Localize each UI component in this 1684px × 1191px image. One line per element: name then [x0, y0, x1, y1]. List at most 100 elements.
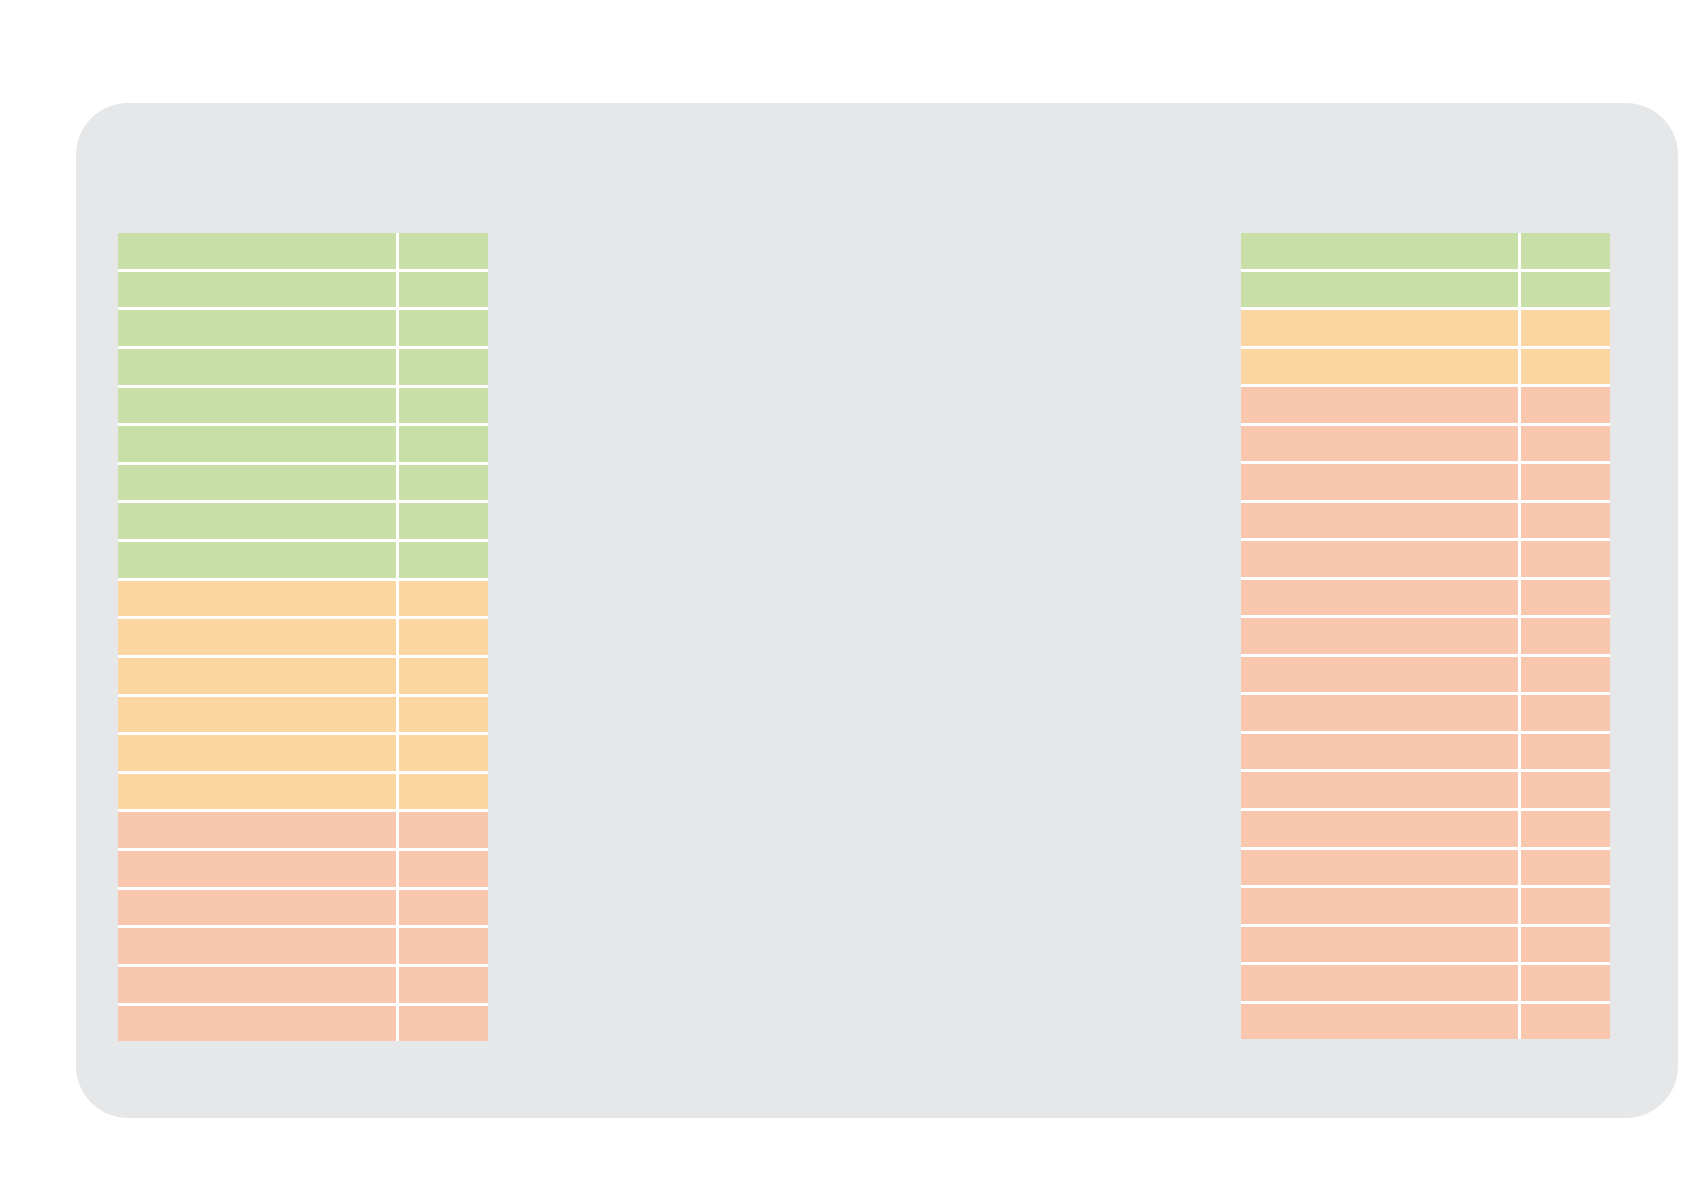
table-row — [118, 928, 488, 964]
table-cell — [1241, 849, 1518, 886]
table-row — [1241, 656, 1610, 693]
table-cell — [118, 696, 396, 733]
table-cell — [399, 773, 488, 810]
table-row — [118, 657, 488, 694]
table-row — [1241, 926, 1610, 963]
table-row — [118, 271, 488, 308]
table-cell — [1521, 579, 1610, 616]
table-row — [118, 773, 488, 810]
table-cell — [399, 1005, 488, 1042]
table-cell — [118, 966, 396, 1003]
table-cell — [399, 503, 488, 539]
table-row — [1241, 810, 1610, 847]
table-row — [1241, 1003, 1610, 1040]
table-cell — [118, 271, 396, 308]
table-row — [118, 735, 488, 771]
table-cell — [399, 889, 488, 926]
table-cell — [118, 348, 396, 385]
table-cell — [399, 426, 488, 462]
table-cell — [1241, 387, 1518, 423]
table-cell — [1521, 618, 1610, 654]
table-cell — [1521, 233, 1610, 269]
table-row — [118, 580, 488, 617]
table-cell — [1521, 965, 1610, 1001]
table-cell — [399, 271, 488, 308]
table-cell — [1521, 310, 1610, 346]
table-cell — [1521, 695, 1610, 731]
table-row — [1241, 387, 1610, 423]
table-cell — [118, 387, 396, 424]
table-row — [118, 310, 488, 346]
table-cell — [399, 542, 488, 578]
table-row — [1241, 849, 1610, 886]
table-cell — [399, 619, 488, 655]
table-cell — [399, 851, 488, 887]
table-cell — [399, 233, 488, 269]
table-cell — [1241, 733, 1518, 770]
table-row — [118, 464, 488, 501]
table-cell — [1241, 695, 1518, 731]
table-row — [118, 696, 488, 733]
table-row — [1241, 541, 1610, 577]
table-cell — [1521, 387, 1610, 423]
table-row — [1241, 579, 1610, 616]
table-cell — [1241, 888, 1518, 924]
table-row — [1241, 348, 1610, 385]
table-row — [1241, 618, 1610, 654]
table-cell — [1241, 926, 1518, 963]
table-row — [118, 233, 488, 269]
table-cell — [1521, 926, 1610, 963]
table-cell — [1241, 618, 1518, 654]
left-status-table — [118, 233, 488, 1042]
table-row — [1241, 772, 1610, 808]
table-cell — [399, 348, 488, 385]
table-row — [1241, 233, 1610, 269]
table-cell — [118, 503, 396, 539]
table-cell — [118, 657, 396, 694]
table-cell — [118, 889, 396, 926]
table-cell — [1241, 233, 1518, 269]
table-cell — [1521, 425, 1610, 462]
right-status-table — [1241, 233, 1610, 1040]
table-cell — [399, 812, 488, 848]
table-cell — [1521, 271, 1610, 308]
table-row — [118, 1005, 488, 1042]
table-cell — [399, 928, 488, 964]
table-cell — [1241, 656, 1518, 693]
table-cell — [1241, 271, 1518, 308]
table-cell — [118, 928, 396, 964]
table-cell — [118, 464, 396, 501]
table-row — [1241, 502, 1610, 539]
table-cell — [118, 812, 396, 848]
table-cell — [118, 851, 396, 887]
table-cell — [1521, 888, 1610, 924]
table-cell — [1241, 965, 1518, 1001]
table-cell — [118, 233, 396, 269]
table-row — [118, 889, 488, 926]
table-cell — [1241, 464, 1518, 500]
table-cell — [1241, 502, 1518, 539]
table-cell — [1521, 502, 1610, 539]
table-cell — [1521, 810, 1610, 847]
table-row — [1241, 965, 1610, 1001]
table-row — [1241, 464, 1610, 500]
table-row — [118, 387, 488, 424]
table-row — [118, 619, 488, 655]
table-row — [1241, 425, 1610, 462]
table-cell — [118, 735, 396, 771]
table-cell — [1521, 348, 1610, 385]
table-cell — [1241, 579, 1518, 616]
table-cell — [399, 387, 488, 424]
table-row — [118, 851, 488, 887]
table-row — [1241, 733, 1610, 770]
table-cell — [1521, 541, 1610, 577]
table-row — [118, 503, 488, 539]
table-cell — [399, 696, 488, 733]
table-cell — [118, 1005, 396, 1042]
table-row — [118, 812, 488, 848]
table-row — [1241, 310, 1610, 346]
table-cell — [118, 773, 396, 810]
table-row — [1241, 888, 1610, 924]
table-cell — [1241, 348, 1518, 385]
